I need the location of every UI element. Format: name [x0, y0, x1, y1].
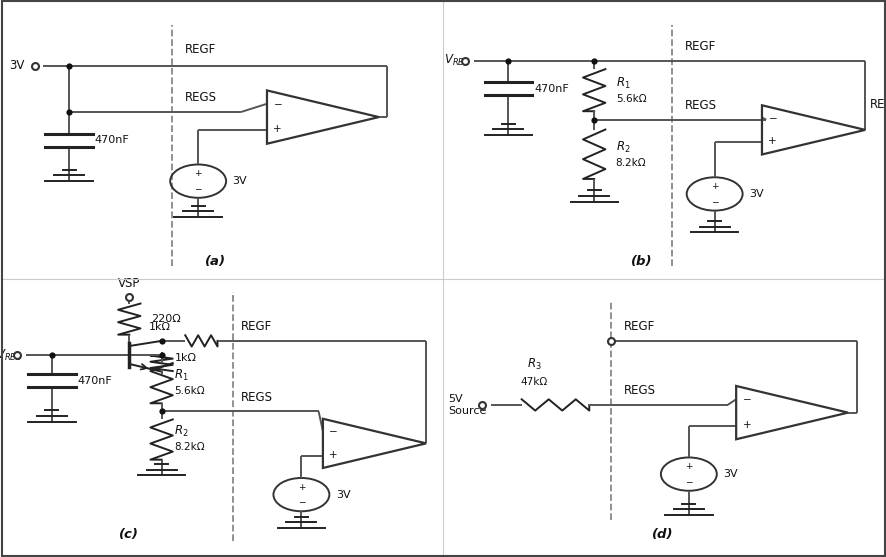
- Text: (c): (c): [120, 527, 139, 541]
- Text: −: −: [298, 497, 305, 507]
- Text: 470nF: 470nF: [78, 375, 113, 385]
- Text: 5.6kΩ: 5.6kΩ: [615, 94, 646, 104]
- Text: REGS: REGS: [684, 99, 716, 112]
- Text: 3V: 3V: [232, 176, 247, 186]
- Text: REG: REG: [868, 98, 886, 111]
- Text: 1kΩ: 1kΩ: [175, 353, 197, 363]
- Text: $R_3$: $R_3$: [526, 356, 540, 372]
- Text: +: +: [194, 169, 202, 178]
- Text: $V_{REG}$: $V_{REG}$: [443, 53, 470, 69]
- Text: 3V: 3V: [9, 60, 24, 72]
- Text: 220Ω: 220Ω: [151, 314, 181, 324]
- Text: 5V
Source: 5V Source: [447, 394, 486, 416]
- Text: REGF: REGF: [684, 40, 715, 53]
- Text: REGF: REGF: [624, 320, 655, 333]
- Text: +: +: [710, 182, 718, 191]
- Text: REGF: REGF: [185, 42, 216, 56]
- Text: REGF: REGF: [241, 320, 272, 333]
- Text: −: −: [742, 395, 750, 405]
- Text: +: +: [742, 420, 750, 430]
- Text: 47kΩ: 47kΩ: [520, 377, 547, 387]
- Text: 3V: 3V: [749, 189, 763, 199]
- Text: +: +: [684, 462, 692, 471]
- Text: −: −: [684, 477, 692, 486]
- Text: REGS: REGS: [241, 390, 273, 404]
- Text: 1kΩ: 1kΩ: [148, 322, 170, 332]
- Text: −: −: [710, 197, 718, 206]
- Text: 8.2kΩ: 8.2kΩ: [615, 158, 646, 168]
- Text: −: −: [329, 427, 338, 437]
- Text: +: +: [273, 124, 282, 134]
- Text: $R_1$: $R_1$: [615, 76, 630, 91]
- Text: REGS: REGS: [624, 384, 656, 397]
- Text: VSP: VSP: [118, 277, 140, 290]
- Text: $V_{REG}$: $V_{REG}$: [0, 348, 23, 363]
- Text: +: +: [298, 482, 305, 492]
- Text: 470nF: 470nF: [533, 84, 568, 94]
- Text: $R_1$: $R_1$: [175, 368, 189, 383]
- Text: 3V: 3V: [722, 469, 737, 479]
- Text: (b): (b): [630, 255, 651, 268]
- Text: +: +: [329, 449, 338, 460]
- Text: 470nF: 470nF: [95, 135, 129, 145]
- Text: REGS: REGS: [185, 91, 217, 104]
- Text: (a): (a): [205, 255, 226, 268]
- Text: 3V: 3V: [336, 490, 350, 500]
- Text: $R_2$: $R_2$: [615, 140, 630, 155]
- Text: $R_2$: $R_2$: [175, 424, 189, 439]
- Text: −: −: [194, 184, 202, 193]
- Text: −: −: [273, 100, 282, 110]
- Text: −: −: [767, 114, 776, 124]
- Text: (d): (d): [651, 527, 673, 541]
- Text: 8.2kΩ: 8.2kΩ: [175, 442, 205, 452]
- Text: +: +: [767, 136, 776, 146]
- Text: 5.6kΩ: 5.6kΩ: [175, 386, 205, 396]
